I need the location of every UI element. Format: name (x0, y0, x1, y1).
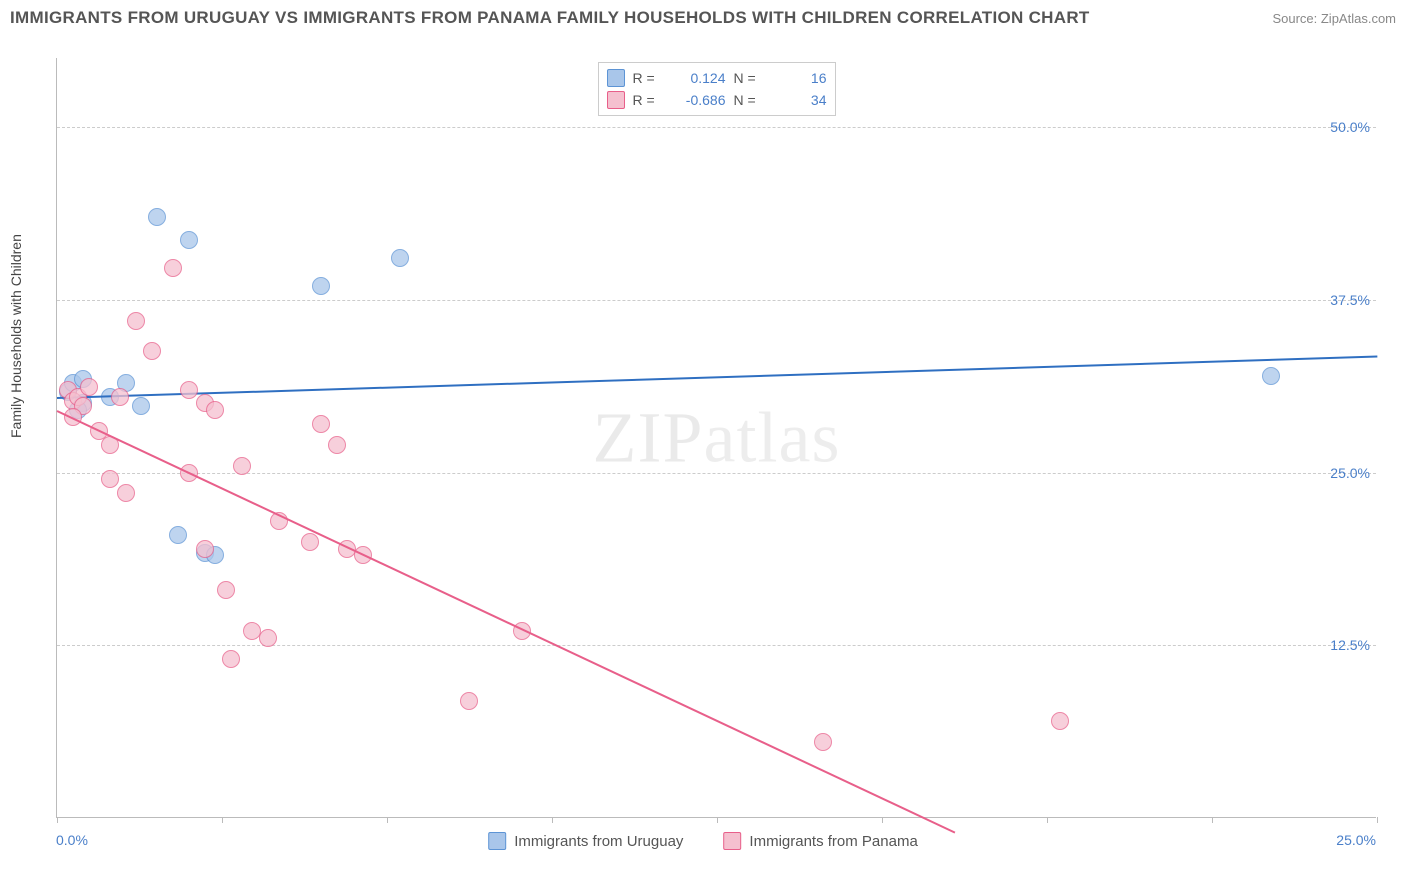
r-value-uruguay: 0.124 (671, 67, 726, 89)
scatter-point (180, 381, 198, 399)
scatter-point (222, 650, 240, 668)
correlation-legend: R = 0.124 N = 16 R = -0.686 N = 34 (598, 62, 836, 116)
y-tick-label: 50.0% (1330, 119, 1370, 135)
scatter-point (117, 484, 135, 502)
y-tick-label: 37.5% (1330, 292, 1370, 308)
series-legend: Immigrants from Uruguay Immigrants from … (488, 832, 918, 850)
scatter-point (814, 733, 832, 751)
grid-line (57, 127, 1376, 128)
scatter-point (391, 249, 409, 267)
r-value-panama: -0.686 (671, 89, 726, 111)
trend-line (57, 355, 1377, 398)
x-axis-max-label: 25.0% (1336, 832, 1376, 848)
scatter-point (301, 533, 319, 551)
n-label: N = (734, 89, 764, 111)
scatter-point (148, 208, 166, 226)
legend-row-panama: R = -0.686 N = 34 (607, 89, 827, 111)
scatter-point (101, 470, 119, 488)
x-tick (387, 817, 388, 823)
scatter-point (180, 231, 198, 249)
swatch-panama (723, 832, 741, 850)
scatter-point (312, 415, 330, 433)
scatter-point (460, 692, 478, 710)
n-label: N = (734, 67, 764, 89)
scatter-point (1051, 712, 1069, 730)
scatter-point (143, 342, 161, 360)
scatter-point (169, 526, 187, 544)
swatch-uruguay (607, 69, 625, 87)
watermark-text: ZIPatlas (593, 396, 841, 479)
grid-line (57, 645, 1376, 646)
scatter-point (80, 378, 98, 396)
scatter-point (206, 401, 224, 419)
x-tick (1047, 817, 1048, 823)
grid-line (57, 300, 1376, 301)
source-attribution: Source: ZipAtlas.com (1272, 11, 1396, 26)
trend-line (57, 410, 955, 833)
scatter-point (259, 629, 277, 647)
x-tick (57, 817, 58, 823)
n-value-uruguay: 16 (772, 67, 827, 89)
scatter-point (312, 277, 330, 295)
x-tick (1212, 817, 1213, 823)
y-tick-label: 12.5% (1330, 637, 1370, 653)
scatter-point (127, 312, 145, 330)
scatter-point (328, 436, 346, 454)
r-label: R = (633, 89, 663, 111)
scatter-point (1262, 367, 1280, 385)
swatch-uruguay (488, 832, 506, 850)
legend-item-uruguay: Immigrants from Uruguay (488, 832, 683, 850)
legend-label-panama: Immigrants from Panama (749, 833, 917, 850)
x-axis-min-label: 0.0% (56, 832, 88, 848)
scatter-point (233, 457, 251, 475)
x-tick (882, 817, 883, 823)
swatch-panama (607, 91, 625, 109)
n-value-panama: 34 (772, 89, 827, 111)
scatter-point (132, 397, 150, 415)
r-label: R = (633, 67, 663, 89)
grid-line (57, 473, 1376, 474)
scatter-point (196, 540, 214, 558)
x-tick (222, 817, 223, 823)
scatter-point (217, 581, 235, 599)
x-tick (717, 817, 718, 823)
legend-item-panama: Immigrants from Panama (723, 832, 917, 850)
y-tick-label: 25.0% (1330, 465, 1370, 481)
chart-title: IMMIGRANTS FROM URUGUAY VS IMMIGRANTS FR… (10, 8, 1090, 28)
x-tick (552, 817, 553, 823)
legend-label-uruguay: Immigrants from Uruguay (514, 833, 683, 850)
x-tick (1377, 817, 1378, 823)
scatter-plot-area: ZIPatlas R = 0.124 N = 16 R = -0.686 N =… (56, 58, 1376, 818)
legend-row-uruguay: R = 0.124 N = 16 (607, 67, 827, 89)
y-axis-title: Family Households with Children (8, 234, 24, 438)
scatter-point (111, 388, 129, 406)
scatter-point (164, 259, 182, 277)
